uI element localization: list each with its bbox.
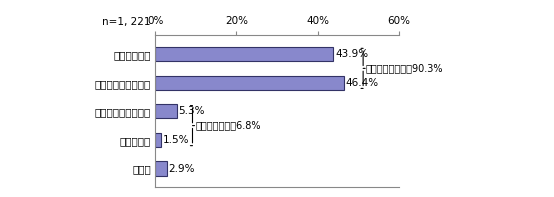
Text: 2.9%: 2.9% (168, 164, 195, 174)
Text: 46.4%: 46.4% (345, 78, 378, 88)
Bar (155, 161, 167, 176)
Bar (155, 47, 334, 61)
Bar (155, 133, 161, 147)
Text: 『住み続けたい』90.3%: 『住み続けたい』90.3% (366, 63, 443, 73)
Text: n=1, 221: n=1, 221 (102, 17, 151, 27)
Bar (155, 104, 177, 118)
Bar (155, 75, 343, 90)
Text: 『転出したい』6.8%: 『転出したい』6.8% (196, 121, 261, 131)
Text: 43.9%: 43.9% (335, 49, 368, 59)
Text: 1.5%: 1.5% (163, 135, 189, 145)
Text: 5.3%: 5.3% (178, 106, 205, 116)
